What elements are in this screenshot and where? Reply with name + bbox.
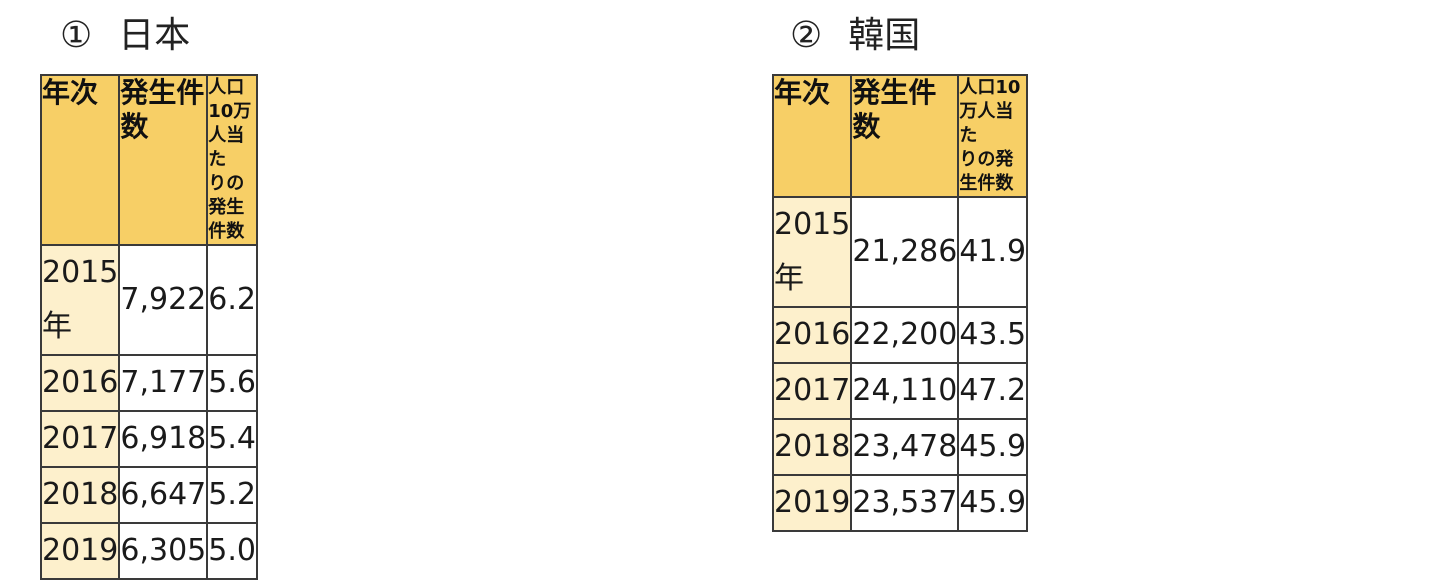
table-header-row: 年次 発生件数 人口10万人当た りの発生件数 xyxy=(39,74,258,246)
count-cell: 7,922 xyxy=(118,244,209,356)
table-row: 2019 6,305 5.0 xyxy=(39,522,258,580)
rate-cell: 5.2 xyxy=(206,466,258,524)
count-cell: 24,110 xyxy=(850,362,960,420)
header-rate-line1: 人口10万人当た xyxy=(208,77,252,170)
rate-cell: 47.2 xyxy=(957,362,1029,420)
table-row: 2015年 7,922 6.2 xyxy=(39,244,258,356)
year-cell: 2015年 xyxy=(39,244,121,356)
count-cell: 7,177 xyxy=(118,354,209,412)
header-year: 年次 xyxy=(39,74,121,246)
count-cell: 6,305 xyxy=(118,522,209,580)
rate-cell: 45.9 xyxy=(957,418,1029,476)
table-row: 2018 23,478 45.9 xyxy=(771,418,1029,476)
year-cell: 2016 xyxy=(771,306,853,364)
rate-cell: 43.5 xyxy=(957,306,1029,364)
table-row: 2018 6,647 5.2 xyxy=(39,466,258,524)
year-cell: 2018 xyxy=(39,466,121,524)
rate-cell: 41.9 xyxy=(957,196,1029,308)
count-cell: 22,200 xyxy=(850,306,960,364)
header-count: 発生件数 xyxy=(118,74,209,246)
year-cell: 2015年 xyxy=(771,196,853,308)
count-cell: 6,647 xyxy=(118,466,209,524)
table-row: 2017 6,918 5.4 xyxy=(39,410,258,468)
rate-cell: 5.6 xyxy=(206,354,258,412)
header-rate-line2: りの発生件数 xyxy=(959,149,1014,194)
header-count: 発生件数 xyxy=(850,74,960,198)
japan-heading: ① 日本 xyxy=(60,14,190,58)
japan-marker: ① xyxy=(60,15,93,56)
rate-cell: 5.0 xyxy=(206,522,258,580)
year-cell: 2016 xyxy=(39,354,121,412)
year-cell: 2017 xyxy=(771,362,853,420)
year-cell: 2019 xyxy=(39,522,121,580)
table-row: 2015年 21,286 41.9 xyxy=(771,196,1029,308)
korea-table: 年次 発生件数 人口10万人当た りの発生件数 2015年 21,286 41.9… xyxy=(771,74,1029,532)
count-cell: 6,918 xyxy=(118,410,209,468)
table-row: 2016 22,200 43.5 xyxy=(771,306,1029,364)
header-rate: 人口10万人当た りの発生件数 xyxy=(957,74,1029,198)
table-row: 2019 23,537 45.9 xyxy=(771,474,1029,532)
count-cell: 23,537 xyxy=(850,474,960,532)
header-rate-line2: りの発生件数 xyxy=(208,173,245,242)
header-rate-line1: 人口10万人当た xyxy=(959,77,1021,146)
rate-cell: 45.9 xyxy=(957,474,1029,532)
table-row: 2017 24,110 47.2 xyxy=(771,362,1029,420)
count-cell: 23,478 xyxy=(850,418,960,476)
rate-cell: 6.2 xyxy=(206,244,258,356)
year-cell: 2019 xyxy=(771,474,853,532)
header-year: 年次 xyxy=(771,74,853,198)
korea-title: 韓国 xyxy=(848,15,921,56)
japan-table: 年次 発生件数 人口10万人当た りの発生件数 2015年 7,922 6.2 2… xyxy=(39,74,258,580)
rate-cell: 5.4 xyxy=(206,410,258,468)
table-header-row: 年次 発生件数 人口10万人当た りの発生件数 xyxy=(771,74,1029,198)
year-cell: 2017 xyxy=(39,410,121,468)
japan-title: 日本 xyxy=(118,15,191,56)
count-cell: 21,286 xyxy=(850,196,960,308)
korea-heading: ② 韓国 xyxy=(790,14,920,58)
korea-marker: ② xyxy=(790,15,823,56)
table-row: 2016 7,177 5.6 xyxy=(39,354,258,412)
header-rate: 人口10万人当た りの発生件数 xyxy=(206,74,258,246)
year-cell: 2018 xyxy=(771,418,853,476)
